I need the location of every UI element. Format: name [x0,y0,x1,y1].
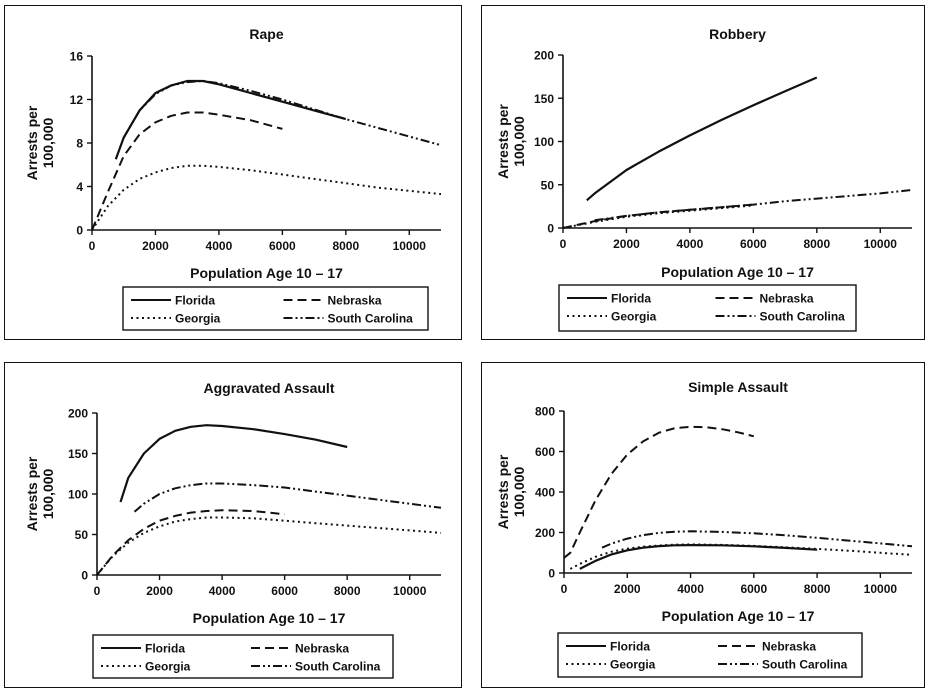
legend-label-georgia: Georgia [611,310,657,324]
y-tick-label: 12 [70,93,84,107]
chart-panel-simple-assault: Simple Assault 0 2000 4000 6000 8000 10000 0 200… [481,362,925,688]
legend-label-florida: Florida [175,294,215,308]
x-axis-label: Population Age 10 – 17 [662,608,815,624]
x-tick-label: 8000 [804,582,831,596]
x-tick-label: 6000 [740,582,767,596]
x-tick-label: 6000 [269,239,296,253]
x-tick-label: 10000 [864,237,898,251]
chart-svg: Rape 0 2000 4000 6000 8000 10000 0 4 8 12 16 Populat… [24,26,442,331]
y-tick-label: 0 [548,567,555,581]
series-line-nebraska [563,425,755,559]
legend-label-florida: Florida [610,640,650,654]
x-tick-label: 0 [94,584,101,598]
x-tick-label: 4000 [677,237,704,251]
chart-panel-robbery: Robbery 0 2000 4000 6000 8000 10000 0 50 100 150 20… [481,5,925,340]
chart-title: Rape [249,26,283,42]
y-tick-label: 200 [535,526,555,540]
x-tick-label: 4000 [209,584,236,598]
y-tick-label: 150 [68,447,88,461]
y-tick-label: 4 [76,180,83,194]
y-tick-label: 400 [535,486,555,500]
x-tick-label: 6000 [740,237,767,251]
series-line-south-carolina [594,188,913,222]
x-tick-label: 8000 [332,239,359,253]
legend-label-south-carolina: South Carolina [295,660,381,674]
legend-label-georgia: Georgia [145,660,191,674]
chart-svg: Robbery 0 2000 4000 6000 8000 10000 0 50 100 150 20… [495,26,913,332]
chart-title: Robbery [709,26,766,42]
y-tick-label: 0 [81,569,88,583]
legend: Florida Nebraska Georgia South Carolina [558,284,857,332]
legend-label-florida: Florida [145,642,185,656]
x-tick-label: 10000 [393,239,427,253]
y-tick-label: 0 [76,224,83,238]
x-tick-label: 10000 [864,582,898,596]
legend-label-georgia: Georgia [175,312,221,326]
legend-label-south-carolina: South Carolina [760,310,846,324]
series-line-south-carolina [601,530,913,549]
series-line-georgia [91,164,442,231]
chart-title: Simple Assault [688,379,788,395]
x-tick-label: 4000 [677,582,704,596]
x-axis-label: Population Age 10 – 17 [193,610,346,626]
y-tick-label: 200 [68,407,88,421]
y-tick-label: 100 [68,488,88,502]
y-tick-label: 800 [535,405,555,419]
x-tick-label: 2000 [613,237,640,251]
x-tick-label: 2000 [146,584,173,598]
series-line-georgia [562,204,754,229]
x-tick-label: 0 [560,237,567,251]
series-line-nebraska [562,203,754,229]
x-tick-label: 6000 [271,584,298,598]
x-axis-label: Population Age 10 – 17 [661,264,814,280]
legend: Florida Nebraska Georgia South Carolina [557,632,863,678]
y-tick-label: 16 [70,50,84,64]
y-tick-label: 0 [547,222,554,236]
series-line-georgia [569,543,913,570]
chart-panel-aggravated-assault: Aggravated Assault 0 2000 4000 6000 8000 10000… [4,362,462,688]
chart-title: Aggravated Assault [204,380,335,396]
y-axis-label: Arrests per100,000 [24,456,56,531]
y-tick-label: 50 [75,528,89,542]
x-tick-label: 10000 [393,584,427,598]
chart-panel-rape: Rape 0 2000 4000 6000 8000 10000 0 4 8 12 16 Populat… [4,5,462,340]
series-line-nebraska [91,111,283,231]
y-tick-label: 100 [534,135,554,149]
series-line-florida [586,76,818,202]
x-tick-label: 0 [89,239,96,253]
series-line-florida [119,424,348,503]
series-line-florida [579,544,818,570]
legend-label-georgia: Georgia [610,658,656,672]
legend-label-nebraska: Nebraska [762,640,816,654]
legend-label-nebraska: Nebraska [760,292,814,306]
legend: Florida Nebraska Georgia South Carolina [122,286,429,331]
series-line-south-carolina [122,80,442,147]
y-axis-label: Arrests per100,000 [495,104,527,179]
x-axis-label: Population Age 10 – 17 [190,265,343,281]
x-tick-label: 2000 [614,582,641,596]
series-line-florida [114,79,347,160]
x-tick-label: 4000 [206,239,233,253]
y-tick-label: 50 [541,178,555,192]
x-tick-label: 8000 [803,237,830,251]
legend-label-nebraska: Nebraska [328,294,382,308]
y-tick-label: 150 [534,92,554,106]
y-tick-label: 8 [76,137,83,151]
legend-label-south-carolina: South Carolina [328,312,414,326]
x-tick-label: 8000 [334,584,361,598]
y-tick-label: 200 [534,49,554,63]
y-tick-label: 600 [535,445,555,459]
legend-label-south-carolina: South Carolina [762,658,848,672]
legend-label-nebraska: Nebraska [295,642,349,656]
y-axis-label: Arrests per100,000 [24,105,56,180]
y-axis-label: Arrests per100,000 [495,454,527,529]
series-line-nebraska [96,509,285,576]
x-tick-label: 2000 [142,239,169,253]
legend-label-florida: Florida [611,292,651,306]
chart-svg: Simple Assault 0 2000 4000 6000 8000 10000 0 200… [495,379,913,678]
x-tick-label: 0 [561,582,568,596]
legend: Florida Nebraska Georgia South Carolina [92,634,394,679]
series-line-south-carolina [133,482,442,513]
